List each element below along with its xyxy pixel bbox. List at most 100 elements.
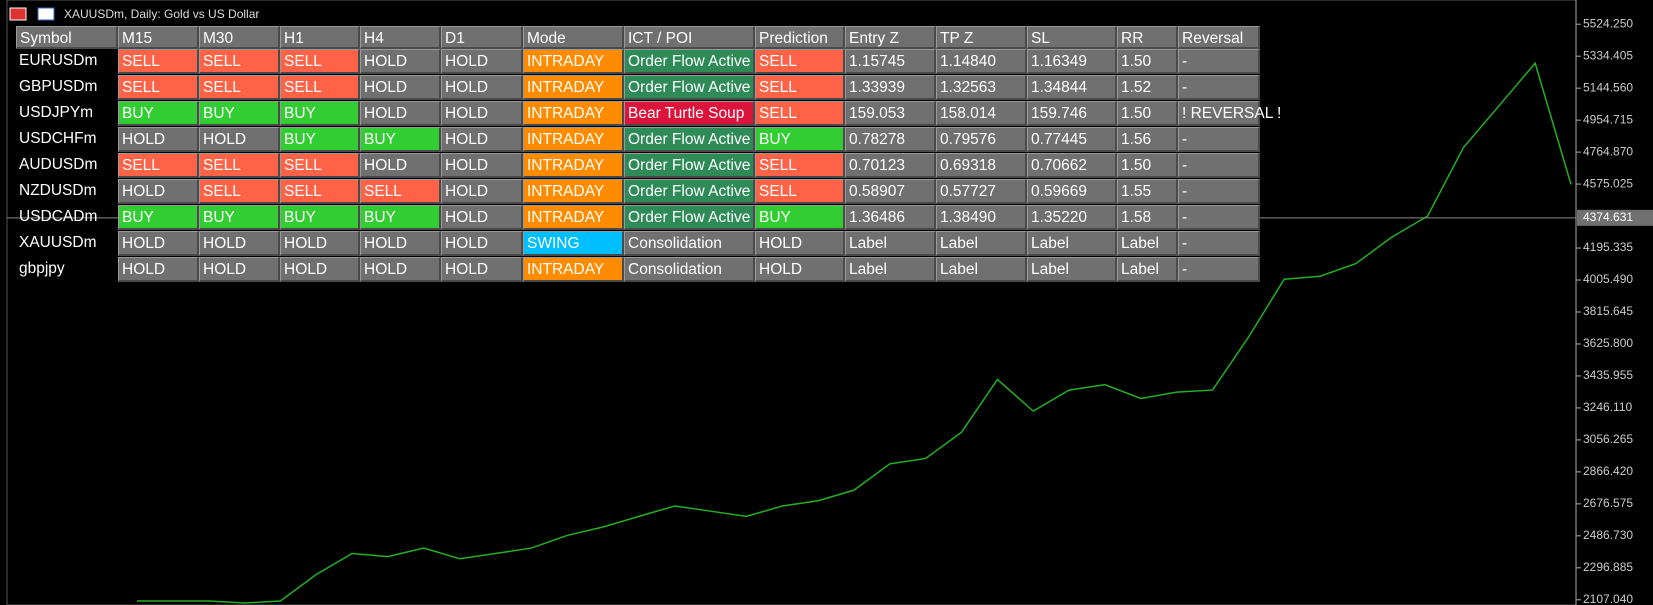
- table-cell: Label: [936, 257, 1027, 282]
- y-tick-label: 2107.040: [1583, 592, 1633, 605]
- table-cell: BUY: [755, 127, 845, 152]
- y-tick-label: 2296.885: [1583, 560, 1633, 574]
- table-cell: SELL: [280, 75, 360, 100]
- table-cell: 1.14840: [936, 49, 1027, 74]
- table-cell: SWING: [523, 231, 624, 256]
- table-cell: SELL: [755, 101, 845, 126]
- y-tick-label: 4195.335: [1583, 240, 1633, 254]
- table-cell: HOLD: [441, 179, 523, 204]
- table-cell: 1.58: [1117, 205, 1178, 230]
- table-cell: Consolidation: [624, 231, 755, 256]
- table-cell: INTRADAY: [523, 101, 624, 126]
- table-cell: HOLD: [118, 257, 199, 282]
- table-cell: 1.36486: [845, 205, 936, 230]
- table-cell: 1.32563: [936, 75, 1027, 100]
- table-cell: Entry Z: [845, 26, 936, 49]
- table-cell: Symbol: [16, 26, 118, 49]
- y-tick-label: 3246.110: [1583, 400, 1632, 414]
- symbol-label: USDJPYm: [19, 104, 94, 121]
- table-cell: H4: [360, 26, 441, 49]
- table-cell: Consolidation: [624, 257, 755, 282]
- table-cell: BUY: [280, 101, 360, 126]
- table-cell: Order Flow Active: [624, 75, 755, 100]
- table-cell: SELL: [118, 49, 199, 74]
- table-cell: Order Flow Active: [624, 153, 755, 178]
- current-price-label: 4374.631: [1583, 210, 1633, 224]
- table-cell: SELL: [199, 49, 280, 74]
- table-cell: 1.55: [1117, 179, 1178, 204]
- price-line: [137, 61, 1572, 604]
- symbol-label: USDCHFm: [19, 130, 97, 147]
- table-cell: 0.79576: [936, 127, 1027, 152]
- table-cell: INTRADAY: [523, 205, 624, 230]
- table-cell: H1: [280, 26, 360, 49]
- symbol-label: GBPUSDm: [19, 78, 98, 95]
- table-cell: BUY: [118, 101, 199, 126]
- table-cell: HOLD: [441, 257, 523, 282]
- table-cell: INTRADAY: [523, 179, 624, 204]
- table-cell: SELL: [280, 49, 360, 74]
- table-cell: Order Flow Active: [624, 49, 755, 74]
- table-cell: SELL: [280, 179, 360, 204]
- table-cell: 159.053: [845, 101, 936, 126]
- table-cell: HOLD: [118, 231, 199, 256]
- table-cell: -: [1178, 153, 1260, 178]
- table-cell: BUY: [280, 127, 360, 152]
- table-cell: BUY: [118, 205, 199, 230]
- table-cell: Order Flow Active: [624, 179, 755, 204]
- symbol-label: USDCADm: [19, 208, 98, 225]
- table-cell: Label: [936, 231, 1027, 256]
- window-title: XAUUSDm, Daily: Gold vs US Dollar: [64, 7, 259, 21]
- y-tick-label: 5334.405: [1583, 48, 1633, 62]
- table-cell: Label: [1117, 257, 1178, 282]
- table-cell: HOLD: [199, 127, 280, 152]
- table-cell: SL: [1027, 26, 1117, 49]
- table-cell: INTRADAY: [523, 49, 624, 74]
- table-cell: M15: [118, 26, 199, 49]
- table-cell: INTRADAY: [523, 257, 624, 282]
- table-cell: BUY: [755, 205, 845, 230]
- table-cell: 1.33939: [845, 75, 936, 100]
- table-cell: SELL: [280, 153, 360, 178]
- table-cell: -: [1178, 205, 1260, 230]
- table-cell: HOLD: [360, 257, 441, 282]
- table-cell: SELL: [199, 75, 280, 100]
- y-tick-label: 4575.025: [1583, 176, 1633, 190]
- table-cell: SELL: [755, 75, 845, 100]
- table-cell: SELL: [199, 153, 280, 178]
- table-cell: TP Z: [936, 26, 1027, 49]
- table-cell: Label: [845, 231, 936, 256]
- table-cell: Label: [845, 257, 936, 282]
- table-cell: BUY: [360, 127, 441, 152]
- table-cell: Order Flow Active: [624, 205, 755, 230]
- table-cell: 1.15745: [845, 49, 936, 74]
- table-cell: ICT / POI: [624, 26, 755, 49]
- table-cell: HOLD: [360, 153, 441, 178]
- table-cell: INTRADAY: [523, 75, 624, 100]
- table-cell: -: [1178, 257, 1260, 282]
- table-cell: 1.50: [1117, 49, 1178, 74]
- table-cell: HOLD: [441, 101, 523, 126]
- table-cell: BUY: [280, 205, 360, 230]
- table-cell: -: [1178, 75, 1260, 100]
- table-cell: RR: [1117, 26, 1178, 49]
- table-cell: ! REVERSAL !: [1178, 101, 1281, 126]
- table-cell: HOLD: [755, 257, 845, 282]
- table-cell: 0.78278: [845, 127, 936, 152]
- y-tick-label: 4764.870: [1583, 144, 1633, 158]
- y-tick-label: 3815.645: [1583, 304, 1633, 318]
- table-cell: HOLD: [360, 231, 441, 256]
- table-cell: Label: [1027, 231, 1117, 256]
- window-icon: [37, 7, 55, 21]
- table-cell: HOLD: [441, 153, 523, 178]
- table-cell: 1.52: [1117, 75, 1178, 100]
- table-cell: 0.59669: [1027, 179, 1117, 204]
- table-cell: 158.014: [936, 101, 1027, 126]
- table-cell: HOLD: [118, 179, 199, 204]
- table-cell: HOLD: [118, 127, 199, 152]
- table-cell: HOLD: [360, 49, 441, 74]
- table-cell: 1.56: [1117, 127, 1178, 152]
- table-cell: 0.57727: [936, 179, 1027, 204]
- table-cell: Prediction: [755, 26, 845, 49]
